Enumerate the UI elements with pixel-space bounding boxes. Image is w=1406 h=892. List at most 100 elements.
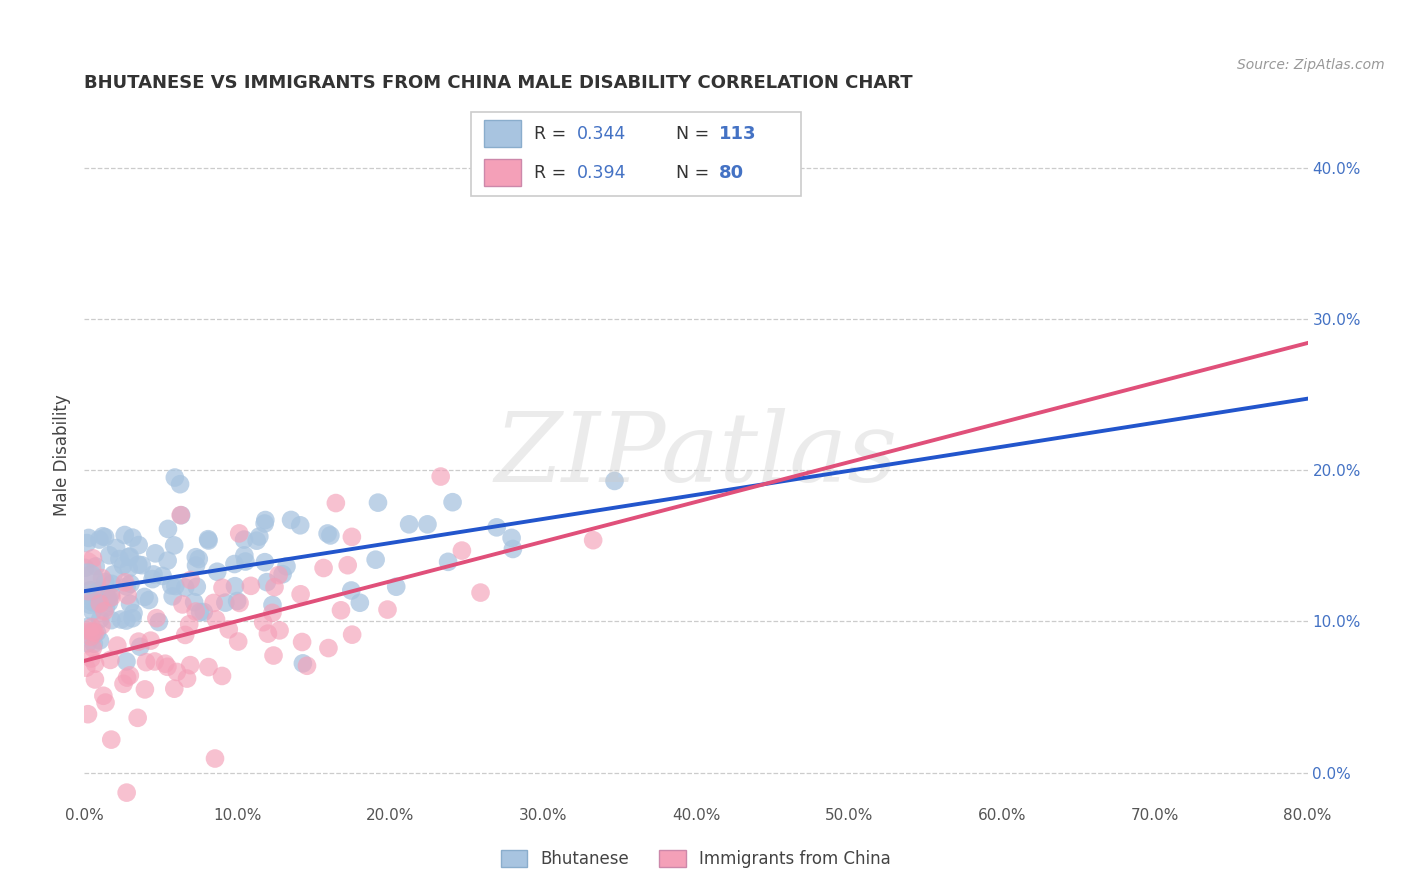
Point <box>187 552 209 566</box>
Point <box>211 581 233 595</box>
Point <box>169 477 191 491</box>
Point <box>207 565 229 579</box>
Point <box>290 518 312 533</box>
Point <box>83 625 105 640</box>
Text: 0.394: 0.394 <box>576 163 626 181</box>
Point <box>271 567 294 582</box>
Point <box>205 612 228 626</box>
Point <box>115 671 138 685</box>
Point <box>82 640 104 655</box>
Text: Source: ZipAtlas.com: Source: ZipAtlas.com <box>1237 58 1385 72</box>
Point <box>180 573 202 587</box>
Point <box>224 557 246 571</box>
Point <box>100 577 122 591</box>
Point <box>174 581 197 595</box>
Point <box>108 552 131 566</box>
Point <box>118 597 141 611</box>
Point <box>226 594 249 608</box>
Point <box>142 567 165 582</box>
Point <box>94 600 117 615</box>
Point <box>142 572 165 586</box>
Point <box>134 682 156 697</box>
Point <box>100 587 122 601</box>
FancyBboxPatch shape <box>484 159 520 186</box>
Text: ZIPatlas: ZIPatlas <box>495 408 897 502</box>
Point <box>226 634 249 648</box>
Point <box>115 655 138 669</box>
Point <box>163 470 186 484</box>
Point <box>80 651 103 665</box>
Point <box>170 508 193 523</box>
Point <box>156 660 179 674</box>
Point <box>84 559 107 574</box>
Point <box>91 594 114 608</box>
Point <box>114 528 136 542</box>
Point <box>98 591 121 606</box>
Point <box>340 530 363 544</box>
Point <box>197 660 219 674</box>
Point <box>336 558 359 573</box>
Point <box>319 528 342 542</box>
Point <box>437 555 460 569</box>
Point <box>603 474 626 488</box>
Point <box>184 550 207 565</box>
Point <box>470 585 492 599</box>
Point <box>90 618 112 632</box>
Point <box>135 655 157 669</box>
Point <box>129 640 152 654</box>
Point <box>83 596 105 610</box>
Point <box>233 533 256 547</box>
Point <box>82 625 104 640</box>
Point <box>152 569 174 583</box>
Text: 80: 80 <box>718 163 744 181</box>
Point <box>247 529 270 543</box>
FancyBboxPatch shape <box>484 120 520 147</box>
Point <box>82 551 104 566</box>
Point <box>127 558 149 572</box>
Y-axis label: Male Disability: Male Disability <box>53 394 72 516</box>
Point <box>263 648 285 663</box>
Point <box>224 579 246 593</box>
Point <box>214 596 236 610</box>
Point <box>262 606 284 620</box>
Point <box>139 633 162 648</box>
Point <box>110 612 132 626</box>
Point <box>89 633 111 648</box>
Point <box>340 628 363 642</box>
Point <box>120 576 142 591</box>
Point <box>117 589 139 603</box>
Point <box>80 630 103 644</box>
Point <box>349 596 371 610</box>
Point <box>94 574 117 589</box>
Point <box>128 538 150 552</box>
Point <box>122 606 145 620</box>
Point <box>256 575 278 590</box>
Point <box>77 576 100 591</box>
Point <box>165 579 187 593</box>
Point <box>160 578 183 592</box>
Point <box>252 615 274 630</box>
Point <box>163 681 186 696</box>
Point <box>183 595 205 609</box>
Point <box>80 620 103 634</box>
Point <box>312 561 335 575</box>
Point <box>153 657 176 671</box>
Point <box>170 508 193 523</box>
Point <box>156 553 179 567</box>
Point <box>82 605 104 619</box>
Point <box>179 658 201 673</box>
Point <box>253 516 276 531</box>
Point <box>276 559 298 574</box>
Point <box>103 567 125 582</box>
Point <box>204 751 226 765</box>
Point <box>98 653 121 667</box>
Point <box>295 658 318 673</box>
Point <box>118 668 141 682</box>
Point <box>76 572 98 586</box>
Point <box>94 530 117 544</box>
Point <box>83 628 105 642</box>
Point <box>82 624 104 639</box>
Point <box>364 552 387 566</box>
Legend: Bhutanese, Immigrants from China: Bhutanese, Immigrants from China <box>494 843 898 874</box>
FancyBboxPatch shape <box>471 112 801 196</box>
